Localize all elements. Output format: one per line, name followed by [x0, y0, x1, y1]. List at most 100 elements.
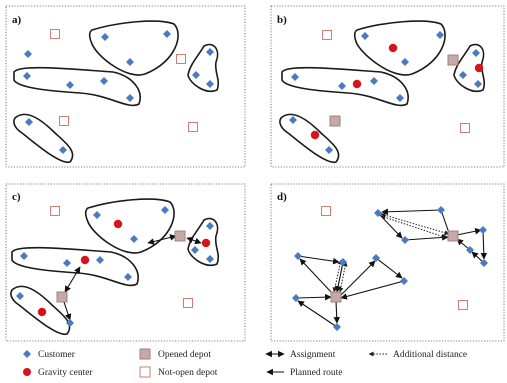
legend-assignment-label: Assignment	[290, 350, 336, 360]
customer-node	[466, 246, 474, 254]
customer-node	[294, 252, 302, 260]
not-open-depot	[183, 298, 193, 308]
legend-opened-depot-icon	[139, 348, 151, 360]
planned-route	[456, 227, 482, 236]
customer-node	[400, 277, 408, 285]
customer-node	[163, 30, 171, 38]
legend-gravity-icon	[23, 368, 31, 376]
cluster-outline	[10, 285, 71, 335]
opened-depot	[56, 291, 68, 303]
panel-label-b: b)	[277, 14, 287, 26]
additional-distance-line	[332, 259, 343, 293]
customer-node	[474, 80, 482, 88]
gravity-center	[113, 219, 123, 229]
assignment-arrow	[64, 266, 81, 293]
assignment-arrow	[186, 236, 202, 245]
not-open-depot	[322, 30, 332, 40]
panel-label-d: d)	[277, 191, 287, 203]
legend-closed-depot-icon	[139, 366, 151, 378]
cluster-outline	[11, 246, 139, 287]
assignments-panel-c	[63, 234, 202, 321]
customer-node	[401, 236, 409, 244]
cluster-outline	[279, 113, 340, 163]
customer-node	[480, 259, 488, 267]
planned-route	[297, 300, 338, 328]
customer-node	[291, 73, 299, 81]
customer-node	[16, 292, 24, 300]
not-open-depot	[460, 123, 470, 133]
customer-node	[93, 211, 101, 219]
cluster-outline	[13, 113, 74, 163]
cluster-outline	[88, 20, 179, 76]
legend-customer-label: Customer	[38, 350, 76, 360]
customer-node	[401, 58, 409, 66]
customer-node	[206, 222, 214, 230]
customer-node	[20, 252, 28, 260]
not-open-depot	[188, 122, 198, 132]
customer-node	[479, 226, 487, 234]
customer-node	[126, 94, 134, 102]
customer-node	[100, 77, 108, 85]
planned-route	[297, 255, 340, 265]
cluster-outline	[281, 66, 409, 107]
planned-route	[340, 280, 405, 300]
customer-node	[472, 49, 480, 57]
customer-node	[338, 82, 346, 90]
customer-node	[372, 254, 380, 262]
customer-node	[23, 72, 31, 80]
clusters-panel-c	[10, 198, 220, 335]
customer-node	[130, 235, 138, 243]
customer-node	[206, 48, 214, 56]
legend-customer-icon	[23, 350, 31, 358]
customer-node	[101, 33, 109, 41]
customer-node	[437, 206, 445, 214]
planned-route	[295, 293, 332, 301]
clusters-panel-a	[13, 20, 220, 163]
customer-node	[396, 94, 404, 102]
cluster-outline	[453, 43, 486, 92]
additional-distance-line	[380, 215, 448, 239]
customer-node	[192, 71, 200, 79]
customer-node	[374, 209, 382, 217]
customer-node	[333, 323, 341, 331]
customer-node	[361, 32, 369, 40]
panel-c-frame	[5, 183, 246, 342]
not-open-depot	[50, 29, 60, 39]
gravity-center	[37, 307, 47, 317]
panel-label-a: a)	[12, 14, 22, 26]
not-open-depot	[458, 300, 468, 310]
opened-depot	[447, 54, 459, 66]
cluster-outline	[13, 66, 141, 107]
customer-node	[325, 146, 333, 154]
gravity-center	[474, 63, 484, 73]
customer-node	[96, 256, 104, 264]
routes-panel-d	[295, 208, 488, 328]
not-open-depot	[321, 206, 331, 216]
customer-node	[292, 294, 300, 302]
panel-b-frame	[270, 5, 505, 168]
customer-node	[191, 246, 199, 254]
gravity-center	[201, 238, 211, 248]
not-open-depot	[50, 206, 60, 216]
customer-node	[339, 258, 347, 266]
customer-node	[25, 118, 33, 126]
gravity-center	[352, 79, 362, 89]
customer-node	[24, 50, 32, 58]
customer-node	[206, 255, 214, 263]
legend-closed-label: Not-open depot	[158, 368, 218, 378]
customer-node	[206, 80, 214, 88]
not-open-depot	[59, 116, 69, 126]
cluster-outline	[187, 43, 220, 92]
legend-additional-label: Additional distance	[393, 350, 467, 360]
customer-node	[370, 77, 378, 85]
diagram-marks	[16, 29, 488, 331]
panel-d-frame	[270, 183, 505, 342]
legend-opened-label: Opened depot	[158, 350, 211, 360]
planned-route	[381, 208, 442, 216]
not-open-depot	[176, 54, 186, 64]
planned-route	[333, 300, 341, 324]
assignment-arrow	[63, 301, 72, 321]
customer-node	[59, 146, 67, 154]
gravity-center	[80, 255, 90, 265]
customer-node	[126, 58, 134, 66]
